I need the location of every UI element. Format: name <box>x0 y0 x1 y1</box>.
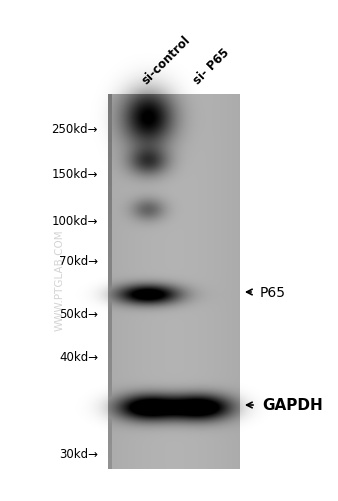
Text: 40kd→: 40kd→ <box>59 351 98 364</box>
Text: 150kd→: 150kd→ <box>51 168 98 181</box>
Text: 50kd→: 50kd→ <box>59 308 98 321</box>
Text: 70kd→: 70kd→ <box>59 255 98 268</box>
Text: 100kd→: 100kd→ <box>51 215 98 228</box>
Text: 30kd→: 30kd→ <box>59 447 98 460</box>
Text: GAPDH: GAPDH <box>262 398 323 413</box>
Text: WWW.PTGLAB.COM: WWW.PTGLAB.COM <box>55 229 65 330</box>
Text: si- P65: si- P65 <box>191 46 232 87</box>
Text: P65: P65 <box>260 286 286 300</box>
Text: si-control: si-control <box>139 34 192 87</box>
Text: 250kd→: 250kd→ <box>51 123 98 136</box>
